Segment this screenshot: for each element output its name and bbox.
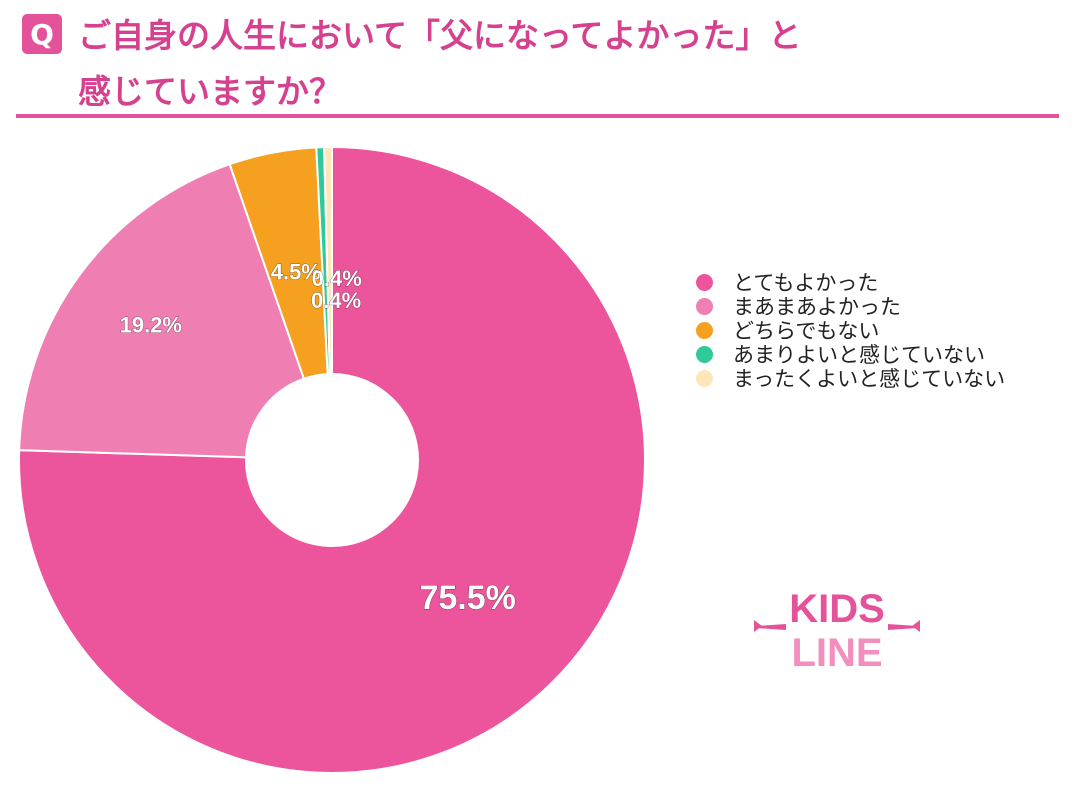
slice-label-neutral: 4.5% — [271, 259, 321, 284]
slice-label-somewhat-good: 19.2% — [120, 312, 182, 337]
logo-text-line: LINE — [791, 631, 882, 672]
pie-slice-very-good — [18, 145, 646, 774]
question-title: ご自身の人生において「父になってよかった」と 感じていますか？ — [78, 8, 978, 120]
legend-item-neutral: どちらでもない — [696, 318, 1005, 343]
kids-line-logo: KIDS LINE — [754, 587, 920, 672]
legend-label-very-good: とてもよかった — [733, 271, 879, 295]
legend-item-not-very-good: あまりよいと感じていない — [696, 342, 1005, 367]
legend-item-somewhat-good: まあまあよかった — [696, 294, 1005, 319]
chart-slices — [18, 145, 646, 774]
slice-label-very-good: 75.5% — [419, 579, 515, 617]
question-title-line-2: 感じていますか？ — [78, 72, 342, 111]
chart-slice-labels: 75.5%19.2%4.5%0.4%0.4% — [119, 259, 516, 618]
logo-arms-icon — [754, 620, 920, 632]
legend-swatch-somewhat-good — [696, 297, 713, 315]
pie-slice-not-good-at-all — [323, 145, 333, 376]
legend-swatch-not-very-good — [696, 345, 713, 363]
slice-label-not-very-good: 0.4% — [312, 266, 362, 291]
legend-swatch-neutral — [696, 321, 713, 339]
legend-label-not-good-at-all: まったくよいと感じていない — [733, 367, 1006, 391]
header: Q ご自身の人生において「父になってよかった」と 感じていますか？ — [0, 0, 1081, 120]
logo-text-kids: KIDS — [789, 587, 885, 631]
legend-label-neutral: どちらでもない — [733, 319, 880, 343]
legend-label-not-very-good: あまりよいと感じていない — [733, 343, 985, 367]
legend-item-very-good: とてもよかった — [696, 270, 1005, 295]
legend-swatch-not-good-at-all — [696, 369, 713, 387]
question-title-line-1: ご自身の人生において「父になってよかった」と — [78, 16, 802, 55]
legend-swatch-very-good — [696, 273, 713, 291]
donut-chart: 75.5%19.2%4.5%0.4%0.4% — [18, 145, 646, 774]
pie-slice-somewhat-good — [18, 162, 306, 459]
legend-label-somewhat-good: まあまあよかった — [733, 295, 901, 319]
header-divider — [16, 114, 1059, 118]
question-badge: Q — [22, 14, 62, 54]
slice-label-not-good-at-all: 0.4% — [311, 288, 361, 313]
chart-legend: とてもよかった まあまあよかった どちらでもない あまりよいと感じていない まったくよい… — [696, 270, 1006, 391]
legend-item-not-good-at-all: まったくよいと感じていない — [696, 366, 1006, 391]
